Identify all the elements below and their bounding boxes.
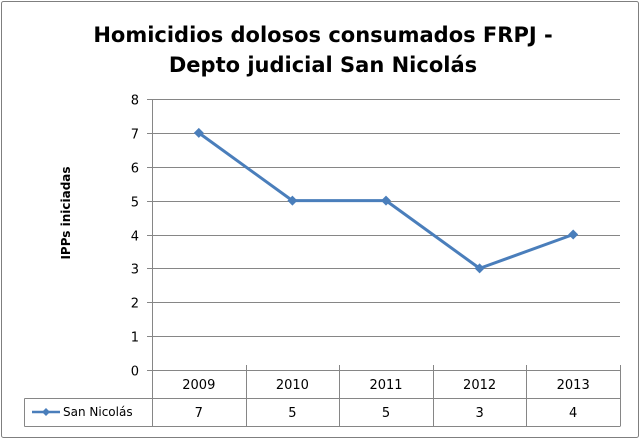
table-value-cell: 7 xyxy=(195,406,203,421)
x-category-label: 2009 xyxy=(182,378,215,393)
data-table: 2009 7 2010 5 2011 5 2012 3 2013 4 San Nicolás xyxy=(24,365,621,427)
table-value-cell: 5 xyxy=(382,406,390,421)
table-value-cell: 3 xyxy=(475,406,483,421)
y-axis-label: IPPs iniciadas xyxy=(59,166,73,259)
data-point xyxy=(193,127,204,138)
y-tick-label: 2 xyxy=(131,297,139,312)
data-point xyxy=(381,195,391,206)
x-category-label: 2011 xyxy=(369,378,402,393)
chart-title-line-2: Depto judicial San Nicolás xyxy=(169,53,477,77)
series-layer xyxy=(193,127,579,274)
chart-title-line-1: Homicidios dolosos consumados FRPJ - xyxy=(93,23,552,47)
data-point xyxy=(568,229,579,240)
data-point xyxy=(287,195,298,206)
table-value-cell: 4 xyxy=(569,406,577,421)
y-tick-label: 1 xyxy=(131,331,139,346)
y-ticks: 0 1 2 3 4 5 6 7 8 xyxy=(131,94,139,380)
data-point xyxy=(474,263,485,274)
y-tick-label: 5 xyxy=(131,196,139,211)
x-category-label: 2012 xyxy=(463,378,496,393)
y-tick-label: 3 xyxy=(131,263,139,278)
legend-key-marker xyxy=(42,408,50,416)
y-tick-label: 7 xyxy=(131,128,139,143)
legend-label: San Nicolás xyxy=(63,405,133,419)
y-tick-label: 4 xyxy=(131,230,139,245)
x-category-label: 2013 xyxy=(557,378,590,393)
x-category-label: 2010 xyxy=(276,378,309,393)
y-tick-label: 0 xyxy=(131,365,139,380)
y-tick-label: 6 xyxy=(131,162,139,177)
y-tick-label: 8 xyxy=(131,94,139,109)
table-value-cell: 5 xyxy=(288,406,296,421)
